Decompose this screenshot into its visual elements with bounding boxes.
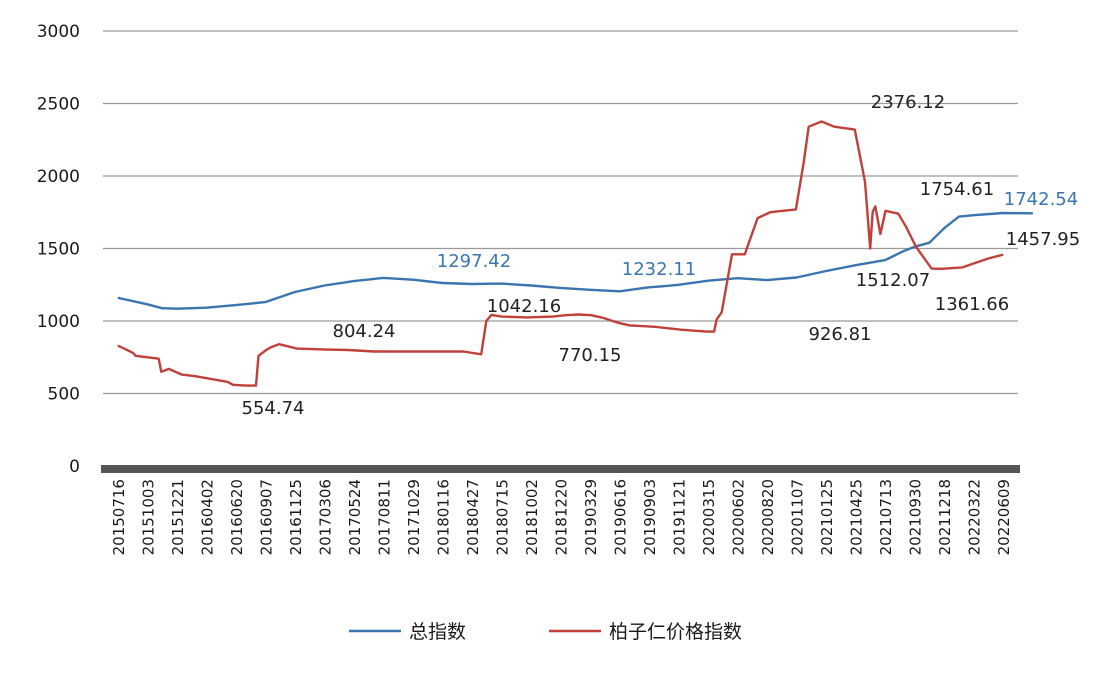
grid-lines [103,30,1018,395]
x-tick-label: 20201107 [789,479,807,555]
data-label: 1361.66 [935,294,1009,315]
x-tick-label: 20210125 [818,479,836,555]
x-tick-label: 20210713 [877,479,895,555]
data-annotations: 554.74 804.24 1042.16 770.15 926.81 1512.07 17… [242,92,1081,419]
y-tick-label: 500 [48,385,80,405]
data-label: 1754.61 [920,179,994,200]
x-tick-label: 20181220 [553,479,571,555]
x-tick-label: 20160620 [228,479,246,555]
x-axis-bar [101,465,1020,473]
y-tick-label: 3000 [37,22,80,42]
x-tick-label: 20180715 [493,479,511,555]
x-tick-label: 20170306 [316,479,334,555]
series-line-0 [117,211,1033,310]
x-tick-label: 20210930 [907,479,925,555]
data-label: 1457.95 [1006,229,1080,250]
x-tick-label: 20180427 [464,479,482,555]
x-tick-label: 20190329 [582,479,600,555]
y-tick-label: 2500 [37,95,80,115]
data-label: 804.24 [333,321,396,342]
data-label: 926.81 [809,324,872,345]
legend: 总指数 柏子仁价格指数 [349,621,742,643]
y-tick-label: 1000 [37,312,80,332]
series-line-1 [117,120,1004,387]
y-tick-label: 2000 [37,167,80,187]
legend-label-1: 柏子仁价格指数 [609,621,742,643]
x-tick-label: 20190903 [641,479,659,555]
x-tick-label: 20171029 [405,479,423,555]
data-label: 1742.54 [1004,189,1078,210]
x-tick-label: 20160402 [198,479,216,555]
x-tick-label: 20181002 [523,479,541,555]
data-label: 554.74 [242,398,305,419]
x-tick-label: 20180116 [434,479,452,555]
x-tick-label: 20150716 [110,479,128,555]
y-axis-ticks: 0 500 1000 1500 2000 2500 3000 [37,22,80,477]
x-tick-label: 20200602 [730,479,748,555]
data-label: 2376.12 [871,92,945,113]
x-tick-label: 20211218 [936,479,954,555]
data-label: 1042.16 [487,296,561,317]
y-tick-label: 0 [69,457,80,477]
x-tick-label: 20160907 [257,479,275,555]
x-tick-label: 20170524 [346,479,364,555]
x-tick-label: 20220322 [966,479,984,555]
x-tick-label: 20200315 [700,479,718,555]
x-tick-label: 20170811 [375,479,393,555]
data-label: 770.15 [559,345,622,366]
x-axis-ticks: 20150716 20151003 20151221 20160402 20160620… [110,479,1013,555]
x-tick-label: 20161125 [287,479,305,555]
x-tick-label: 20151221 [169,479,187,555]
x-tick-label: 20200820 [759,479,777,555]
series-lines [117,120,1033,387]
legend-label-0: 总指数 [409,621,466,643]
x-tick-label: 20190616 [612,479,630,555]
data-label: 1297.42 [437,251,511,272]
y-tick-label: 1500 [37,240,80,260]
x-tick-label: 20191121 [671,479,689,555]
x-tick-label: 20220609 [995,479,1013,555]
x-tick-label: 20151003 [139,479,157,555]
data-label: 1512.07 [856,270,930,291]
data-label: 1232.11 [622,259,696,280]
x-tick-label: 20210425 [848,479,866,555]
